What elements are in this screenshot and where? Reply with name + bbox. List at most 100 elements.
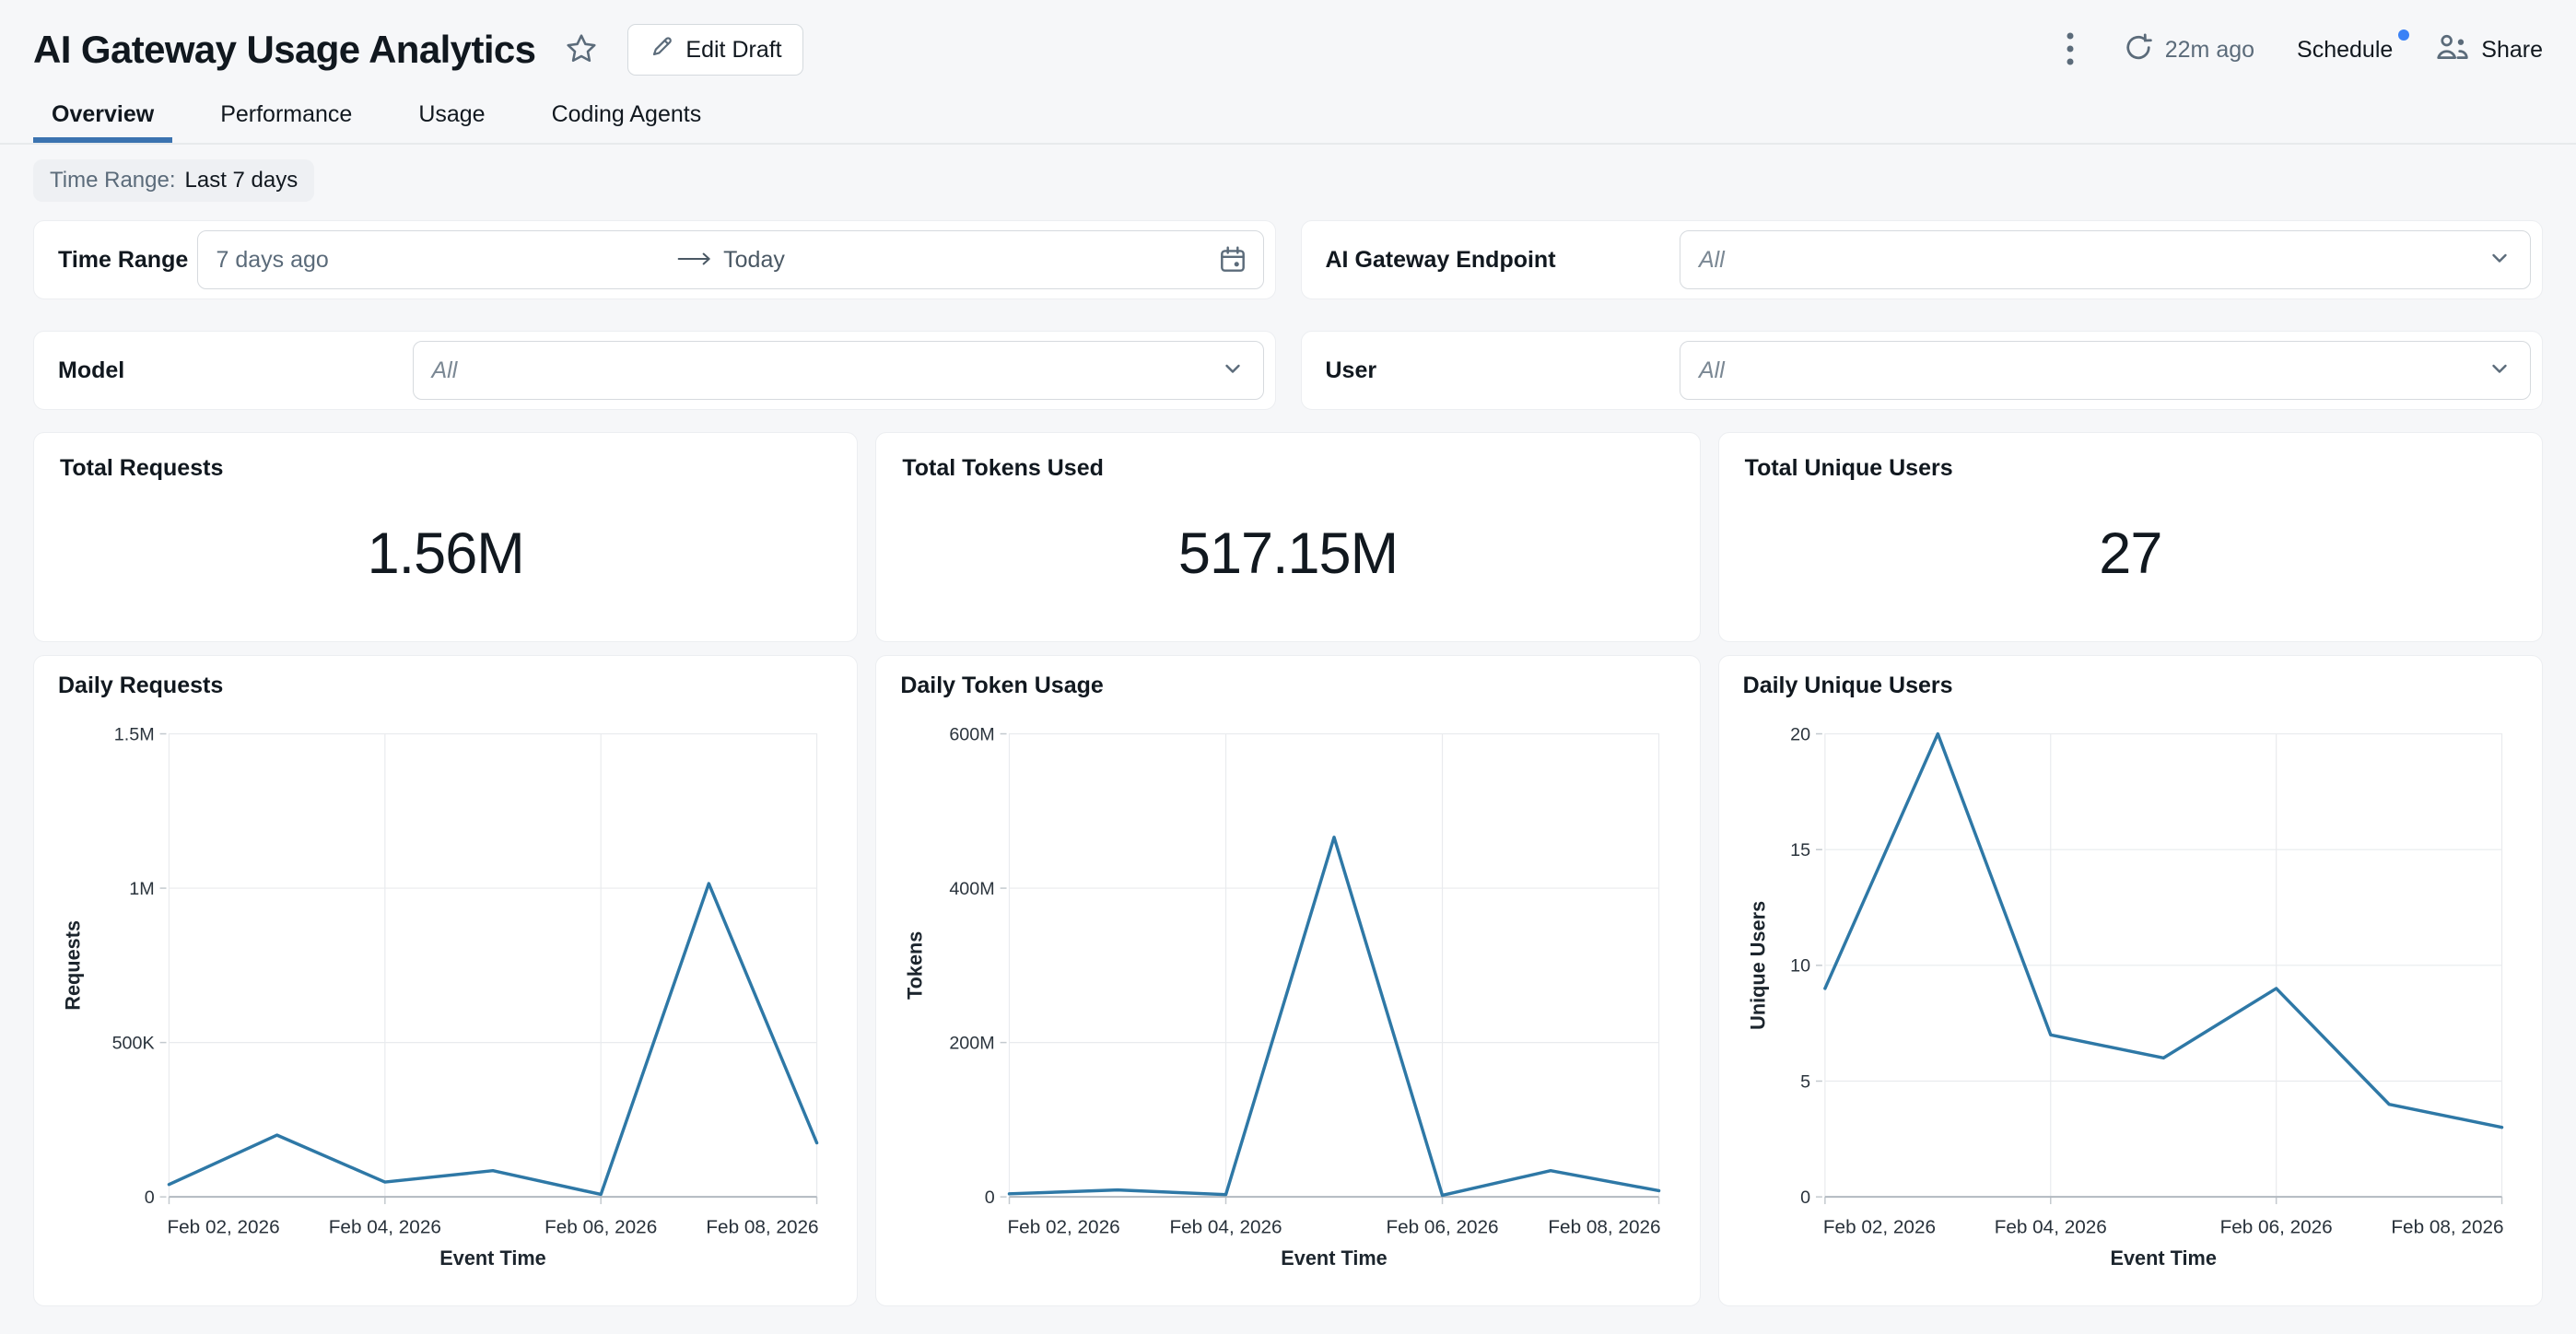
line-chart-canvas[interactable]: 0 200M 400M 600M Feb 02, 2026 Feb 04, 2026 Feb… bbox=[900, 705, 1675, 1276]
user-select[interactable]: All bbox=[1680, 341, 2531, 400]
y-tick-label: 15 bbox=[1790, 840, 1810, 860]
schedule-label: Schedule bbox=[2297, 36, 2394, 63]
calendar-icon[interactable] bbox=[1217, 244, 1248, 275]
y-tick-label: 5 bbox=[1800, 1071, 1810, 1092]
overflow-menu-button[interactable] bbox=[2060, 27, 2080, 74]
chart-daily-requests: Daily Requests 0 500K 1M 1.5M Feb 02, 2026 Fe… bbox=[33, 655, 859, 1306]
favorite-star-button[interactable] bbox=[561, 29, 602, 72]
kpi-value: 1.56M bbox=[367, 521, 525, 586]
chevron-down-icon bbox=[2488, 246, 2512, 275]
x-axis-title: Event Time bbox=[1282, 1246, 1388, 1270]
kpi-total-requests: Total Requests 1.56M bbox=[33, 432, 859, 642]
endpoint-select[interactable]: All bbox=[1680, 230, 2531, 289]
schedule-button[interactable]: Schedule bbox=[2297, 29, 2410, 64]
header: AI Gateway Usage Analytics Edit Draft bbox=[0, 0, 2576, 76]
data-line bbox=[1008, 836, 1661, 1198]
chevron-down-icon bbox=[1221, 357, 1245, 385]
x-tick-label: Feb 02, 2026 bbox=[1823, 1217, 1936, 1238]
y-tick-label: 400M bbox=[950, 879, 995, 899]
x-tick-label: Feb 08, 2026 bbox=[706, 1217, 818, 1238]
data-line bbox=[167, 882, 819, 1197]
share-people-icon bbox=[2435, 31, 2470, 69]
filter-time-range: Time Range 7 days ago Today bbox=[33, 220, 1276, 299]
tab-overview[interactable]: Overview bbox=[33, 94, 172, 143]
y-axis-title: Tokens bbox=[904, 931, 927, 1000]
y-axis-title: Requests bbox=[62, 920, 85, 1011]
page-title: AI Gateway Usage Analytics bbox=[33, 28, 536, 71]
kebab-menu-icon bbox=[2064, 30, 2077, 70]
kpi-section: Total Requests 1.56M Total Tokens Used 5… bbox=[33, 432, 2543, 642]
charts-section: Daily Requests 0 500K 1M 1.5M Feb 02, 2026 Fe… bbox=[33, 655, 2543, 1306]
refresh-button[interactable]: 22m ago bbox=[2123, 31, 2254, 69]
refresh-icon bbox=[2123, 31, 2154, 69]
x-tick-label: Feb 06, 2026 bbox=[1387, 1217, 1499, 1238]
x-tick-label: Feb 04, 2026 bbox=[1170, 1217, 1282, 1238]
kpi-value: 27 bbox=[2099, 521, 2162, 586]
chart-title: Daily Token Usage bbox=[900, 673, 1104, 698]
share-button[interactable]: Share bbox=[2435, 31, 2543, 69]
tab-performance[interactable]: Performance bbox=[202, 94, 370, 143]
tab-coding-agents[interactable]: Coding Agents bbox=[533, 94, 720, 143]
chart-title: Daily Unique Users bbox=[1742, 673, 1953, 698]
last-refreshed-label: 22m ago bbox=[2164, 36, 2255, 63]
share-label: Share bbox=[2481, 36, 2543, 63]
plot-border bbox=[168, 732, 818, 1198]
x-tick-label: Feb 08, 2026 bbox=[1549, 1217, 1661, 1238]
x-tick-label: Feb 02, 2026 bbox=[1008, 1217, 1120, 1238]
filter-model: Model All bbox=[33, 331, 1276, 410]
x-tick-label: Feb 04, 2026 bbox=[329, 1217, 441, 1238]
tab-bar: Overview Performance Usage Coding Agents bbox=[0, 94, 2576, 145]
x-tick-label: Feb 04, 2026 bbox=[1994, 1217, 2106, 1238]
y-tick-label: 600M bbox=[950, 724, 995, 744]
date-end-value: Today bbox=[723, 246, 785, 273]
user-label: User bbox=[1325, 357, 1377, 383]
date-range-arrow-icon bbox=[675, 247, 714, 274]
pencil-icon bbox=[649, 34, 674, 66]
kpi-title: Total Unique Users bbox=[1744, 455, 1953, 481]
x-axis-title: Event Time bbox=[439, 1246, 545, 1270]
kpi-title: Total Requests bbox=[60, 455, 224, 481]
filters-section: Time Range 7 days ago Today bbox=[33, 220, 2543, 410]
kpi-total-tokens: Total Tokens Used 517.15M bbox=[875, 432, 1701, 642]
y-tick-label: 10 bbox=[1790, 956, 1810, 977]
edit-draft-label: Edit Draft bbox=[685, 36, 782, 63]
model-select-value: All bbox=[431, 357, 458, 383]
line-chart-canvas[interactable]: 0 500K 1M 1.5M Feb 02, 2026 Feb 04, 2026 Feb 0… bbox=[58, 705, 833, 1276]
line-chart-canvas[interactable]: 0 5 10 15 20 Feb 02, 2026 Feb 04, 2026 Feb 06, … bbox=[1743, 705, 2518, 1276]
time-range-input[interactable]: 7 days ago Today bbox=[196, 230, 1264, 289]
y-tick-label: 20 bbox=[1790, 724, 1810, 744]
y-tick-label: 200M bbox=[950, 1034, 995, 1054]
edit-draft-button[interactable]: Edit Draft bbox=[627, 24, 803, 76]
chip-label: Time Range: bbox=[50, 168, 176, 193]
tab-usage[interactable]: Usage bbox=[400, 94, 503, 143]
y-tick-label: 1M bbox=[129, 879, 154, 899]
time-range-label: Time Range bbox=[58, 246, 189, 273]
y-axis-title: Unique Users bbox=[1746, 901, 1769, 1030]
endpoint-label: AI Gateway Endpoint bbox=[1325, 246, 1556, 273]
plot-border bbox=[1009, 732, 1660, 1198]
time-range-chip[interactable]: Time Range: Last 7 days bbox=[33, 159, 315, 202]
x-tick-label: Feb 02, 2026 bbox=[167, 1217, 279, 1238]
model-select[interactable]: All bbox=[412, 341, 1264, 400]
x-tick-label: Feb 06, 2026 bbox=[544, 1217, 657, 1238]
filter-user: User All bbox=[1300, 331, 2543, 410]
chart-daily-unique-users: Daily Unique Users 0 5 10 15 20 Feb 02, 2026 F… bbox=[1717, 655, 2543, 1306]
chart-daily-token-usage: Daily Token Usage 0 200M 400M 600M Feb 02, 2… bbox=[875, 655, 1701, 1306]
user-select-value: All bbox=[1699, 357, 1725, 383]
model-label: Model bbox=[58, 357, 125, 383]
data-line bbox=[1822, 731, 2503, 1129]
date-start-value: 7 days ago bbox=[216, 246, 329, 273]
kpi-unique-users: Total Unique Users 27 bbox=[1717, 432, 2543, 642]
star-icon bbox=[565, 32, 598, 68]
x-axis-title: Event Time bbox=[2110, 1246, 2216, 1270]
applied-filters-row: Time Range: Last 7 days bbox=[0, 159, 2576, 202]
chip-value: Last 7 days bbox=[184, 168, 299, 193]
y-tick-label: 1.5M bbox=[114, 724, 155, 744]
y-tick-label: 0 bbox=[985, 1188, 995, 1208]
notification-dot bbox=[2398, 29, 2410, 41]
x-tick-label: Feb 08, 2026 bbox=[2391, 1217, 2503, 1238]
filter-endpoint: AI Gateway Endpoint All bbox=[1300, 220, 2543, 299]
x-tick-label: Feb 06, 2026 bbox=[2219, 1217, 2332, 1238]
y-tick-label: 0 bbox=[145, 1188, 155, 1208]
